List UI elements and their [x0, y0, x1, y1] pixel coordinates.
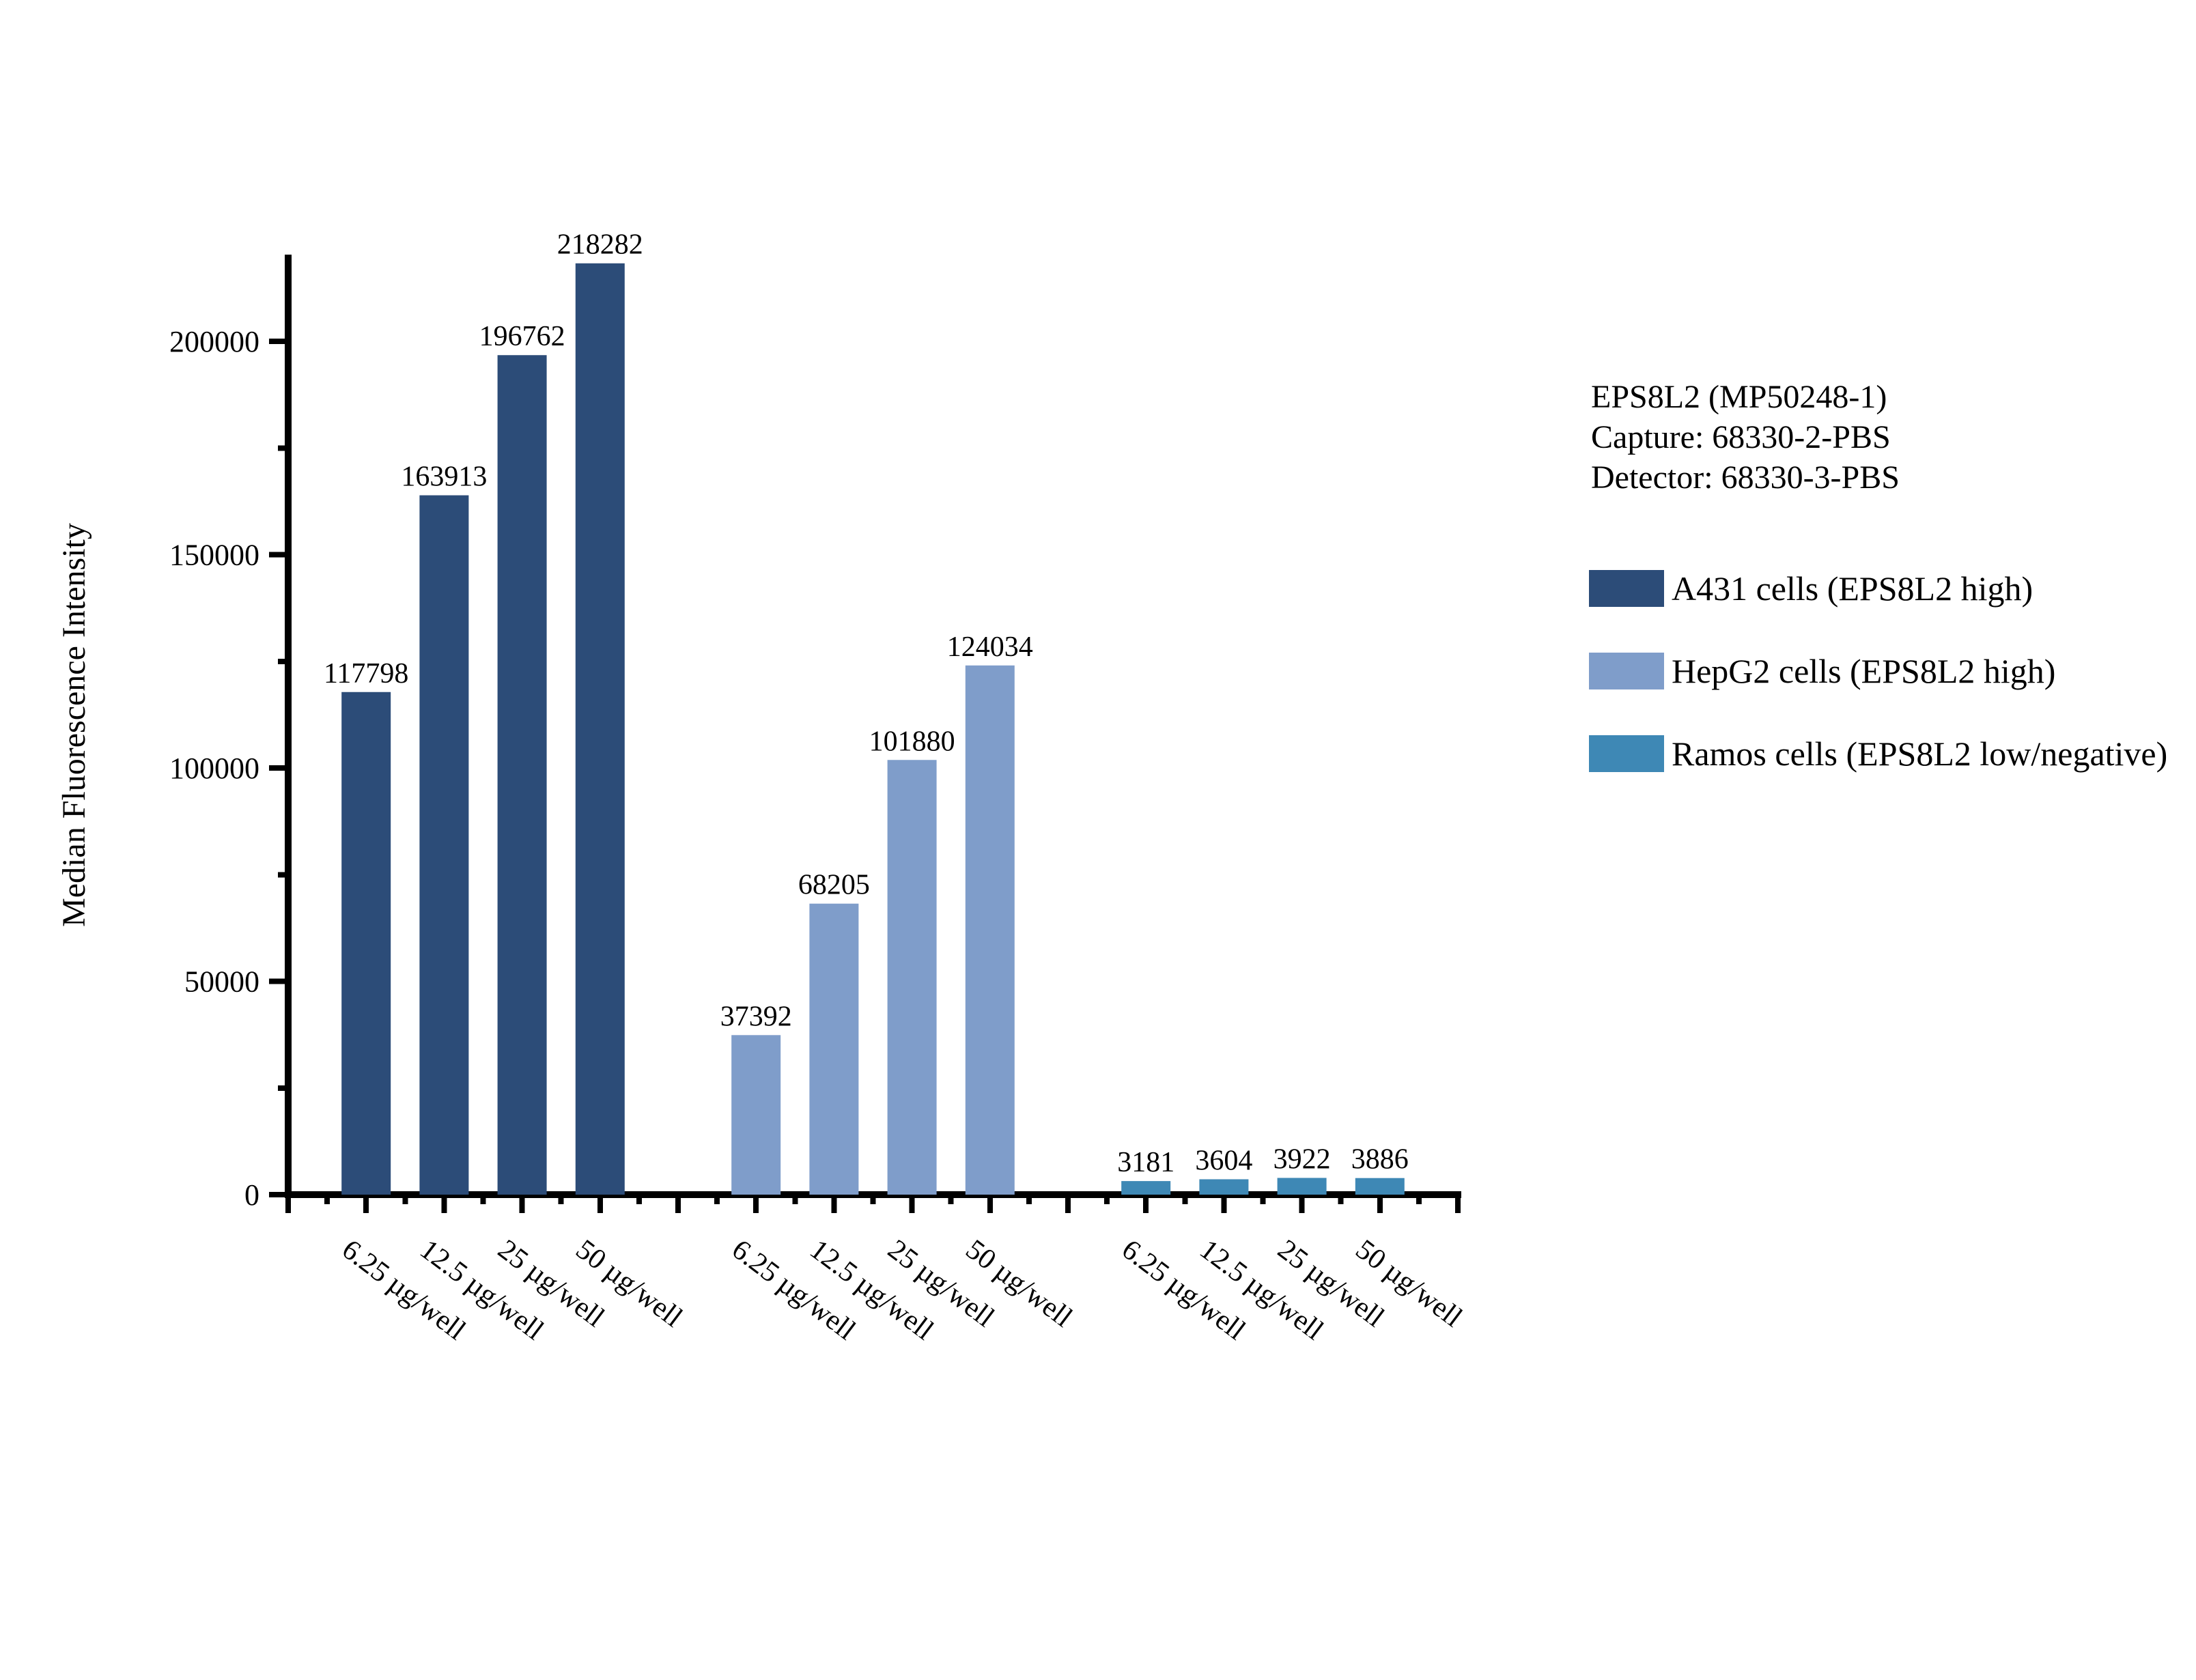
legend-swatch-ramos: [1589, 735, 1664, 772]
bar-value-label: 124034: [947, 631, 1033, 663]
legend-item-label: A431 cells (EPS8L2 high): [1672, 569, 2033, 608]
bar-value-label: 68205: [798, 870, 870, 901]
legend-item-a431: A431 cells (EPS8L2 high): [1589, 570, 2033, 607]
y-tick-label: 0: [244, 1178, 259, 1212]
y-tick-label: 100000: [169, 752, 259, 785]
bar: [419, 495, 469, 1195]
bar-value-label: 117798: [324, 658, 408, 689]
legend-item-label: Ramos cells (EPS8L2 low/negative): [1672, 735, 2168, 773]
bar: [1277, 1178, 1327, 1195]
bar: [965, 665, 1015, 1195]
bar-value-label: 3181: [1117, 1147, 1174, 1178]
legend-swatch-a431: [1589, 570, 1664, 607]
annotation-line-protein: EPS8L2 (MP50248-1): [1591, 379, 1887, 415]
legend-item-ramos: Ramos cells (EPS8L2 low/negative): [1589, 735, 2167, 772]
bar: [1355, 1178, 1405, 1195]
bar-value-label: 3604: [1195, 1145, 1252, 1176]
bar: [887, 760, 937, 1195]
annotation-line-capture: Capture: 68330-2-PBS: [1591, 419, 1891, 455]
legend-item-hepg2: HepG2 cells (EPS8L2 high): [1589, 653, 2055, 689]
legend-item-label: HepG2 cells (EPS8L2 high): [1672, 652, 2056, 690]
bar-value-label: 3886: [1351, 1144, 1409, 1176]
bar: [497, 355, 547, 1195]
bar: [575, 263, 625, 1195]
y-tick-label: 200000: [169, 325, 259, 358]
bar: [341, 692, 391, 1195]
bar-value-label: 163913: [401, 461, 487, 493]
bar: [809, 903, 859, 1195]
bar: [1199, 1179, 1249, 1195]
annotation-line-detector: Detector: 68330-3-PBS: [1591, 459, 1900, 496]
bar-value-label: 196762: [479, 321, 565, 352]
bar: [731, 1035, 781, 1195]
bar: [1121, 1181, 1171, 1195]
legend-swatch-hepg2: [1589, 653, 1664, 689]
chart-annotation: EPS8L2 (MP50248-1) Capture: 68330-2-PBS …: [1591, 377, 1900, 498]
y-axis-title: Median Fluorescence Intensity: [56, 523, 92, 927]
bar-value-label: 218282: [557, 229, 643, 261]
y-tick-label: 50000: [184, 965, 259, 999]
bar-value-label: 101880: [869, 726, 955, 757]
bar-value-label: 3922: [1273, 1143, 1331, 1175]
y-tick-label: 150000: [169, 539, 259, 572]
bar-value-label: 37392: [720, 1001, 792, 1032]
